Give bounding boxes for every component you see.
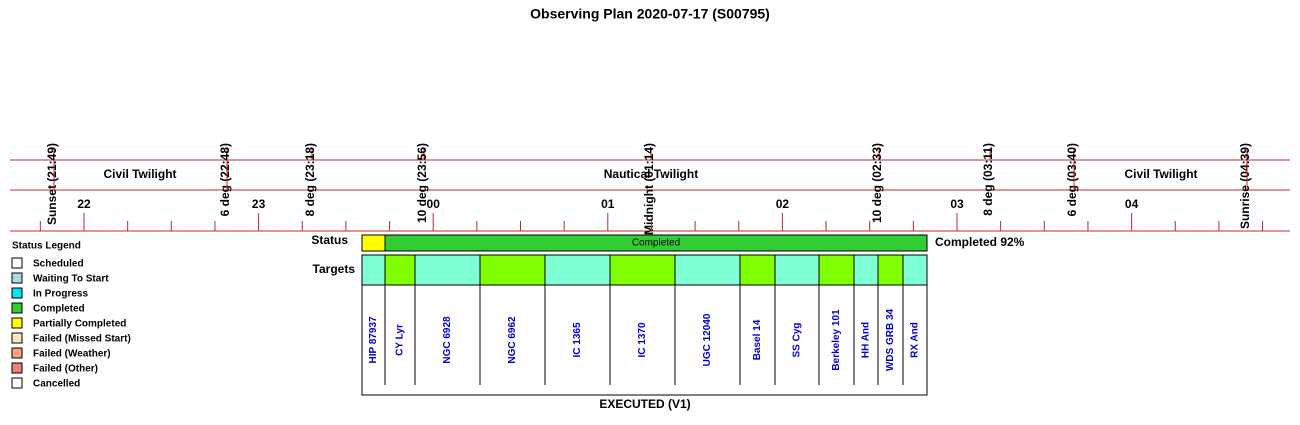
target-cell xyxy=(384,254,416,286)
target-cell xyxy=(414,254,481,286)
event-label: 8 deg (23:18) xyxy=(303,143,317,216)
status-label: Status xyxy=(311,233,348,247)
hour-label: 01 xyxy=(601,197,615,211)
targets-label: Targets xyxy=(313,262,356,276)
legend-swatch xyxy=(11,287,23,299)
legend-label: Failed (Weather) xyxy=(33,349,111,360)
target-cell xyxy=(361,254,386,286)
target-cell xyxy=(609,254,676,286)
target-name: HH And xyxy=(861,322,872,358)
legend-label: Failed (Missed Start) xyxy=(33,334,131,345)
target-name: NGC 6928 xyxy=(442,316,453,364)
hour-label: 03 xyxy=(950,197,964,211)
status-bar-text: Completed xyxy=(632,238,680,249)
target-cell xyxy=(774,254,820,286)
legend-swatch xyxy=(11,257,23,269)
legend-label: Partially Completed xyxy=(33,319,126,330)
band-label: Civil Twilight xyxy=(103,167,176,181)
target-name: CY Lyr xyxy=(395,324,406,356)
footer: EXECUTED (V1) xyxy=(599,397,690,411)
hour-label: 23 xyxy=(252,197,266,211)
legend-label: Cancelled xyxy=(33,379,80,390)
legend-swatch xyxy=(11,317,23,329)
status-summary: Completed 92% xyxy=(935,235,1025,249)
legend-swatch xyxy=(11,362,23,374)
target-cell xyxy=(902,254,928,286)
target-cell xyxy=(853,254,879,286)
title: Observing Plan 2020-07-17 (S00795) xyxy=(530,6,770,22)
target-box xyxy=(361,284,928,396)
event-label: 6 deg (03:40) xyxy=(1065,143,1079,216)
legend-swatch xyxy=(11,302,23,314)
event-label: 8 deg (03:11) xyxy=(981,143,995,216)
legend-swatch xyxy=(11,332,23,344)
hour-label: 02 xyxy=(776,197,790,211)
legend-label: Scheduled xyxy=(33,259,84,270)
target-name: HIP 87937 xyxy=(368,316,379,364)
target-cell xyxy=(544,254,611,286)
target-name: RX And xyxy=(910,322,921,358)
legend-swatch xyxy=(11,272,23,284)
target-name: IC 1370 xyxy=(637,322,648,357)
hour-label: 00 xyxy=(427,197,441,211)
legend-label: Failed (Other) xyxy=(33,364,98,375)
legend-swatch xyxy=(11,377,23,389)
event-label: 10 deg (23:56) xyxy=(415,143,429,223)
hour-label: 04 xyxy=(1125,197,1139,211)
event-label: 10 deg (02:33) xyxy=(870,143,884,223)
target-cell xyxy=(674,254,741,286)
target-name: SS Cyg xyxy=(792,322,803,357)
target-name: WDS GRB 34 xyxy=(885,308,896,371)
band-label: Civil Twilight xyxy=(1124,167,1197,181)
legend-label: In Progress xyxy=(33,289,88,300)
legend-swatch xyxy=(11,347,23,359)
target-cell xyxy=(739,254,776,286)
band-label: Nautical Twilight xyxy=(604,167,698,181)
target-name: NGC 6962 xyxy=(507,316,518,364)
target-cell xyxy=(818,254,855,286)
target-name: Berkeley 101 xyxy=(831,309,842,371)
legend-title: Status Legend xyxy=(12,241,81,252)
event-label: Sunset (21:49) xyxy=(45,143,59,225)
target-cell xyxy=(479,254,546,286)
status-completed xyxy=(384,234,928,252)
event-label: 6 deg (22:48) xyxy=(218,143,232,216)
event-label: Sunrise (04:39) xyxy=(1238,143,1252,229)
legend-label: Completed xyxy=(33,304,85,315)
status-partial xyxy=(361,234,386,252)
target-name: IC 1365 xyxy=(572,322,583,357)
target-cell xyxy=(877,254,904,286)
event-label: Midnight (01:14) xyxy=(642,143,656,235)
target-name: UGC 12040 xyxy=(702,313,713,366)
hour-label: 22 xyxy=(77,197,91,211)
legend-label: Waiting To Start xyxy=(33,274,109,285)
target-name: Basel 14 xyxy=(752,319,763,360)
